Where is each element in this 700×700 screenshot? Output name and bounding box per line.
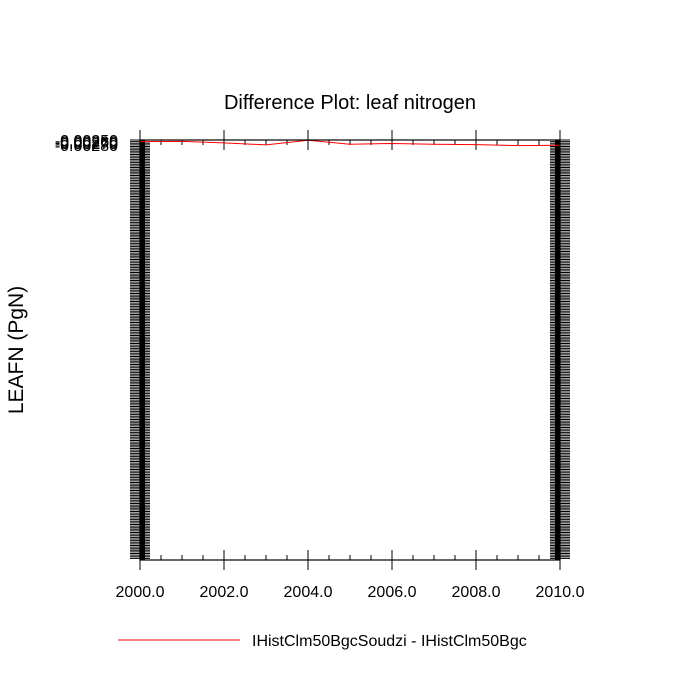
legend: IHistClm50BgcSoudzi - IHistClm50Bgc xyxy=(118,633,527,650)
axis-ticks xyxy=(130,130,570,570)
y-tick-label: -0.00270 xyxy=(55,136,118,153)
x-tick-label: 2008.0 xyxy=(452,584,501,601)
x-tick-label: 2006.0 xyxy=(368,584,417,601)
y-tick-label: -0.00280 xyxy=(55,138,118,155)
x-tick-label: 2000.0 xyxy=(116,584,165,601)
tick-labels: 2000.0 2002.0 2004.0 2006.0 2008.0 2010.0 -0.0… xyxy=(55,133,585,601)
series-line xyxy=(139,139,561,147)
chart-title: Difference Plot: leaf nitrogen xyxy=(224,92,476,114)
legend-label: IHistClm50BgcSoudzi - IHistClm50Bgc xyxy=(252,633,527,650)
x-tick-label: 2004.0 xyxy=(284,584,333,601)
y-tick-label: -0.00260 xyxy=(55,135,118,152)
x-tick-label: 2010.0 xyxy=(536,584,585,601)
plot-frame xyxy=(139,139,561,561)
x-tick-label: 2002.0 xyxy=(200,584,249,601)
y-axis-label: LEAFN (PgN) xyxy=(5,286,28,414)
y-tick-label: -0.00250 xyxy=(55,133,118,150)
series-layer xyxy=(139,139,561,147)
